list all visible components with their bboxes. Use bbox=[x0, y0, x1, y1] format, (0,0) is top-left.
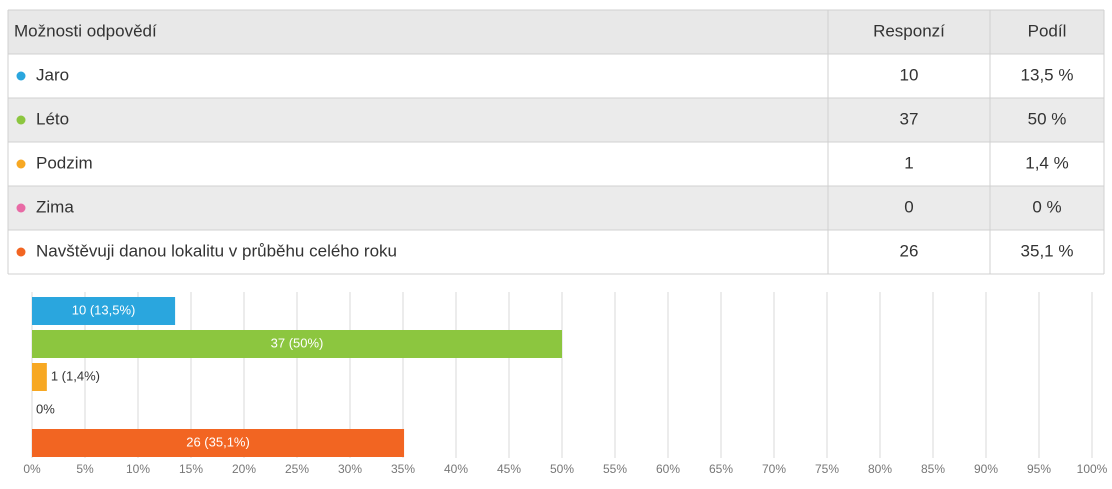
legend-dot bbox=[16, 71, 26, 81]
option-label: Jaro bbox=[36, 65, 69, 84]
response-count: 37 bbox=[900, 109, 919, 128]
share: 0 % bbox=[1032, 197, 1061, 216]
column-header: Možnosti odpovědí bbox=[14, 21, 157, 40]
x-tick-label: 95% bbox=[1027, 462, 1051, 476]
row-bg bbox=[8, 230, 1104, 274]
response-count: 26 bbox=[900, 241, 919, 260]
response-count: 10 bbox=[900, 65, 919, 84]
header-bg bbox=[8, 10, 1104, 54]
legend-dot bbox=[16, 159, 26, 169]
x-tick-label: 70% bbox=[762, 462, 786, 476]
bar bbox=[32, 429, 405, 457]
x-tick-label: 15% bbox=[179, 462, 203, 476]
x-tick-label: 50% bbox=[550, 462, 574, 476]
row-bg bbox=[8, 142, 1104, 186]
row-bg bbox=[8, 98, 1104, 142]
column-header: Podíl bbox=[1028, 21, 1067, 40]
response-count: 1 bbox=[904, 153, 913, 172]
legend-dot bbox=[16, 115, 26, 125]
option-label: Zima bbox=[36, 197, 74, 216]
x-tick-label: 25% bbox=[285, 462, 309, 476]
share: 13,5 % bbox=[1021, 65, 1074, 84]
response-count: 0 bbox=[904, 197, 913, 216]
row-bg bbox=[8, 186, 1104, 230]
column-header: Responzí bbox=[873, 21, 945, 40]
value-label: 0% bbox=[36, 401, 55, 416]
option-label: Léto bbox=[36, 109, 69, 128]
option-label: Navštěvuji danou lokalitu v průběhu celé… bbox=[36, 241, 397, 260]
x-tick-label: 5% bbox=[76, 462, 94, 476]
x-tick-label: 10% bbox=[126, 462, 150, 476]
x-tick-label: 45% bbox=[497, 462, 521, 476]
legend-dot bbox=[16, 203, 26, 213]
legend-dot bbox=[16, 247, 26, 257]
x-tick-label: 65% bbox=[709, 462, 733, 476]
bar bbox=[32, 330, 562, 358]
value-label: 26 (35,1%) bbox=[186, 434, 250, 449]
x-tick-label: 30% bbox=[338, 462, 362, 476]
share: 35,1 % bbox=[1021, 241, 1074, 260]
x-tick-label: 20% bbox=[232, 462, 256, 476]
share: 50 % bbox=[1028, 109, 1067, 128]
x-tick-label: 75% bbox=[815, 462, 839, 476]
share: 1,4 % bbox=[1025, 153, 1068, 172]
value-label: 10 (13,5%) bbox=[72, 302, 136, 317]
x-tick-label: 90% bbox=[974, 462, 998, 476]
x-tick-label: 0% bbox=[23, 462, 41, 476]
row-bg bbox=[8, 54, 1104, 98]
x-tick-label: 55% bbox=[603, 462, 627, 476]
x-tick-label: 85% bbox=[921, 462, 945, 476]
x-tick-label: 60% bbox=[656, 462, 680, 476]
bar bbox=[32, 363, 47, 391]
x-tick-label: 40% bbox=[444, 462, 468, 476]
option-label: Podzim bbox=[36, 153, 93, 172]
x-tick-label: 100% bbox=[1077, 462, 1108, 476]
x-tick-label: 80% bbox=[868, 462, 892, 476]
x-tick-label: 35% bbox=[391, 462, 415, 476]
value-label: 37 (50%) bbox=[271, 335, 324, 350]
value-label: 1 (1,4%) bbox=[51, 368, 100, 383]
bar bbox=[32, 297, 176, 325]
